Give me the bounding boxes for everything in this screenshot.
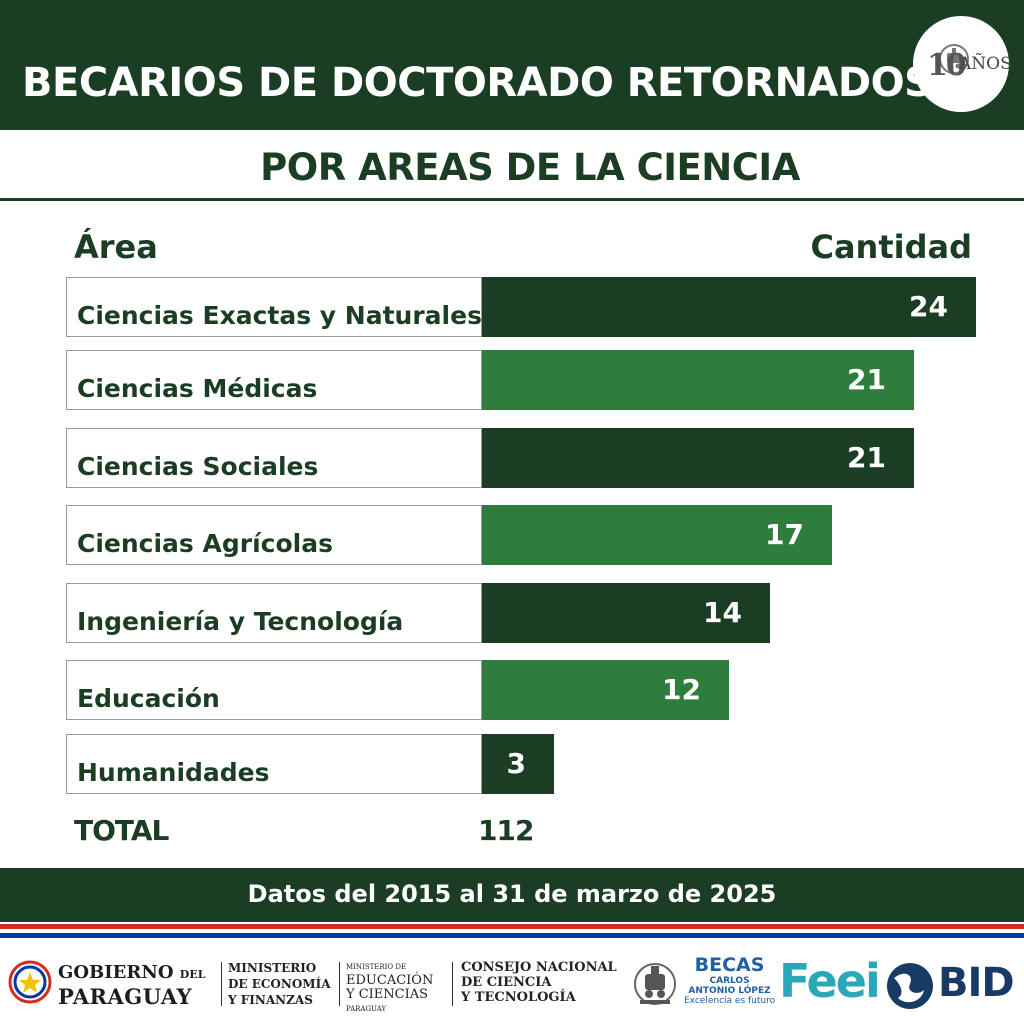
paraguay-seal-icon <box>8 960 52 1004</box>
category-label: Educación <box>77 684 220 713</box>
bar: 14 <box>482 583 770 643</box>
category-label: Ciencias Exactas y Naturales <box>77 301 482 330</box>
category-label-box: Educación <box>66 660 482 720</box>
category-label-box: Humanidades <box>66 734 482 794</box>
flag-stripe-blue <box>0 933 1024 938</box>
bar: 3 <box>482 734 554 794</box>
bar-value-label: 21 <box>847 363 886 396</box>
anniversary-badge: 10 AÑOS <box>913 16 1012 112</box>
mec-country-text: PARAGUAY <box>346 1005 387 1013</box>
mef-line: Y FINANZAS <box>228 993 313 1007</box>
bar-value-label: 12 <box>662 673 701 706</box>
category-label-box: Ciencias Médicas <box>66 350 482 410</box>
bar-value-label: 3 <box>506 747 526 780</box>
bar: 21 <box>482 428 914 488</box>
category-label: Humanidades <box>77 758 270 787</box>
paraguay-text: PARAGUAY <box>58 984 193 1009</box>
category-label: Ciencias Sociales <box>77 452 319 481</box>
category-label: Ciencias Médicas <box>77 374 318 403</box>
logo-mef: MINISTERIO DE ECONOMÍA Y FINANZAS <box>228 960 331 1008</box>
total-label: TOTAL <box>74 814 169 847</box>
logo-gobierno-paraguay: GOBIERNO DEL PARAGUAY <box>58 962 205 1008</box>
subtitle: POR AREAS DE LA CIENCIA <box>260 146 800 189</box>
badge-text: AÑOS <box>959 54 1012 74</box>
footer-band: Datos del 2015 al 31 de marzo de 2025 <box>0 868 1024 922</box>
bid-globe-icon <box>887 963 933 1009</box>
gobierno-del-text: DEL <box>179 968 206 981</box>
becas-tagline: Excelencia es futuro <box>684 996 776 1006</box>
mec-line: Y CIENCIAS <box>346 987 429 1002</box>
bar-value-label: 21 <box>847 441 886 474</box>
logo-bid: BID <box>938 960 1015 1006</box>
bar-value-label: 24 <box>909 290 948 323</box>
logo-conacyt: CONSEJO NACIONAL DE CIENCIA Y TECNOLOGÍA <box>461 960 617 1005</box>
bar-value-label: 17 <box>765 518 804 551</box>
conacyt-line: CONSEJO NACIONAL <box>461 960 617 975</box>
train-icon <box>634 963 676 1005</box>
category-label: Ciencias Agrícolas <box>77 529 333 558</box>
logo-mec: MINISTERIO DE EDUCACIÓN Y CIENCIAS PARAG… <box>346 960 433 1016</box>
column-header-area: Área <box>74 228 158 266</box>
mef-line: DE ECONOMÍA <box>228 977 331 991</box>
becas-name-line: ANTONIO LÓPEZ <box>688 986 771 996</box>
bar-value-label: 14 <box>703 596 742 629</box>
mec-small-text: MINISTERIO DE <box>346 963 407 971</box>
bar: 17 <box>482 505 832 565</box>
column-header-quantity: Cantidad <box>810 228 972 266</box>
category-label-box: Ciencias Exactas y Naturales <box>66 277 482 337</box>
badge-number: 10 <box>927 48 967 83</box>
category-label: Ingeniería y Tecnología <box>77 607 404 636</box>
logo-divider <box>339 962 340 1006</box>
bar: 24 <box>482 277 976 337</box>
mec-line: EDUCACIÓN <box>346 973 434 988</box>
header-band: BECARIOS DE DOCTORADO RETORNADOS 10 AÑOS <box>0 0 1024 130</box>
main-title: BECARIOS DE DOCTORADO RETORNADOS <box>22 60 933 106</box>
gobierno-text: GOBIERNO <box>58 962 174 983</box>
total-value: 112 <box>478 814 534 847</box>
sponsor-logos: GOBIERNO DEL PARAGUAY MINISTERIO DE ECON… <box>0 944 1024 1024</box>
flag-stripe-white <box>0 929 1024 933</box>
becas-title: BECAS <box>694 954 765 976</box>
becas-name-line: CARLOS <box>709 976 750 986</box>
category-label-box: Ciencias Sociales <box>66 428 482 488</box>
logo-feei: Feei <box>779 954 881 1008</box>
logo-divider <box>452 962 453 1006</box>
logo-divider <box>221 962 222 1006</box>
subtitle-divider <box>0 198 1024 201</box>
bar: 12 <box>482 660 729 720</box>
date-range-note: Datos del 2015 al 31 de marzo de 2025 <box>247 880 777 908</box>
conacyt-line: DE CIENCIA <box>461 975 552 990</box>
category-label-box: Ingeniería y Tecnología <box>66 583 482 643</box>
category-label-box: Ciencias Agrícolas <box>66 505 482 565</box>
conacyt-line: Y TECNOLOGÍA <box>461 990 576 1005</box>
mef-line: MINISTERIO <box>228 961 317 975</box>
bar: 21 <box>482 350 914 410</box>
logo-becas-carlos-antonio-lopez: BECAS CARLOS ANTONIO LÓPEZ Excelencia es… <box>684 954 775 1006</box>
train-icon <box>939 44 969 74</box>
flag-stripe-red <box>0 924 1024 929</box>
